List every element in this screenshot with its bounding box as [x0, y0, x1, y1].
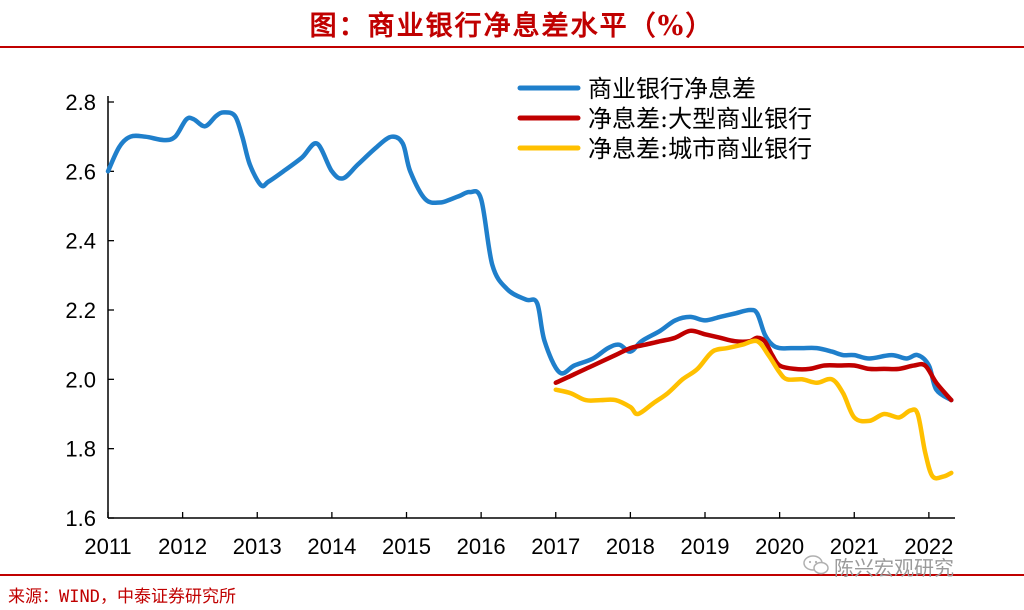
y-tick-label: 2.4	[65, 229, 96, 254]
legend-label-2: 净息差:大型商业银行	[588, 105, 812, 133]
source-text: 来源：WIND，中泰证券研究所	[8, 587, 236, 607]
x-tick-label: 2022	[904, 534, 953, 559]
legend-label-3: 净息差:城市商业银行	[588, 135, 812, 163]
wechat-icon	[803, 555, 829, 575]
y-tick-label: 2.8	[65, 90, 96, 115]
series-line-1	[105, 110, 954, 403]
series-line-3	[553, 338, 954, 481]
x-tick-label: 2011	[84, 534, 131, 559]
x-tick-label: 2016	[457, 534, 506, 559]
legend-label-1: 商业银行净息差	[588, 75, 756, 103]
x-tick-label: 2012	[158, 534, 207, 559]
x-tick-label: 2017	[531, 534, 580, 559]
x-tick-label: 2013	[233, 534, 282, 559]
x-tick-label: 2018	[606, 534, 655, 559]
x-tick-label: 2020	[755, 534, 804, 559]
watermark-text: 陈兴宏观研究	[834, 556, 954, 580]
source-bar: 来源：WIND，中泰证券研究所	[0, 574, 1024, 610]
x-tick-label: 2015	[382, 534, 431, 559]
x-tick-label: 2014	[307, 534, 356, 559]
y-tick-label: 1.6	[65, 506, 96, 531]
chart-title: 图：商业银行净息差水平（%）	[309, 11, 715, 42]
x-tick-label: 2021	[830, 534, 879, 559]
y-tick-label: 1.8	[65, 437, 96, 462]
y-tick-label: 2.0	[65, 367, 96, 392]
title-bar: 图：商业银行净息差水平（%）	[0, 0, 1024, 48]
series-line-2	[553, 328, 954, 403]
y-tick-label: 2.2	[65, 298, 96, 323]
y-tick-label: 2.6	[65, 159, 96, 184]
chart-area: 1.6 1.8 2.0 2.2 2.4 2.6 2.8 2011 2012 2013 2014 201…	[65, 75, 955, 559]
x-tick-label: 2019	[681, 534, 730, 559]
